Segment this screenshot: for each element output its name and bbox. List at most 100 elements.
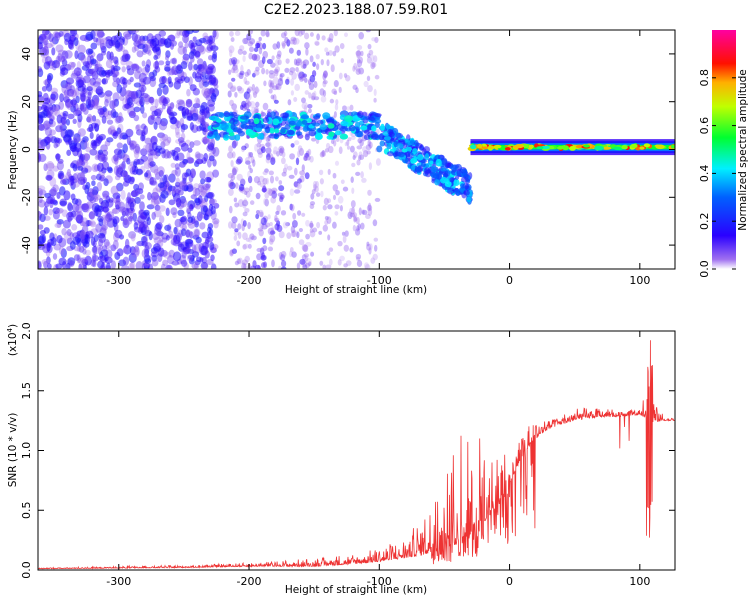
spectrogram-cell [232,166,239,173]
spectrogram-cell [223,134,230,139]
spectrogram-cell [123,170,128,178]
spectrogram-cell [157,132,165,139]
spectrogram-cell [323,70,328,79]
spectrogram-cell [314,185,319,193]
spectrogram-cell [322,112,331,119]
spectrogram-cell [246,93,252,101]
spectrogram-cell [195,97,201,108]
spectrogram-cell [66,88,75,97]
spectrogram-cell [129,261,136,269]
spectrogram-cell [122,247,128,254]
spectrogram-cell [291,219,298,228]
spectrogram-cell [163,251,172,259]
spectrogram-cell [302,244,309,253]
spectrogram-cell [237,199,244,208]
spectrogram-cell [137,215,146,224]
spectrogram-cell [139,194,145,200]
spectrogram-cell [310,251,315,257]
spectrogram-cell [122,256,130,266]
spectrogram-cell [136,50,144,58]
spectrogram-cell [57,173,63,180]
spectrogram-cell [232,62,238,69]
spectrogram-cell [133,114,140,122]
spectrogram-cell [192,183,200,191]
spectrogram-cell [200,186,207,196]
spectrogram-cell [171,57,178,65]
spectrogram-cell [273,146,279,154]
spectrogram-cell [255,213,260,220]
spectrogram-cell [107,110,113,116]
spectrogram-cell [209,197,215,206]
spectrogram-cell [159,215,165,224]
spectrogram-cell [132,212,137,222]
spectrogram-cell [146,204,155,210]
spectrogram-cell [96,31,106,38]
spectrogram-cell [140,148,148,157]
spectrogram-cell [594,145,605,151]
spectrogram-cell [63,190,71,201]
spectrogram-cell [208,79,216,86]
spectrogram-cell [184,42,189,49]
spectrogram-cell [194,97,200,104]
spectrogram-cell [248,38,256,45]
spectrogram-cell [60,55,66,63]
spectrogram-cell [93,196,99,203]
spectrogram-cell [220,123,229,131]
spectrogram-cell [113,98,120,107]
spectrogram-cell [338,72,343,80]
spectrogram-cell [359,56,363,64]
spectrogram-cell [150,96,155,106]
spectrogram-cell [69,162,76,169]
spectrogram-cell [321,150,325,157]
spectrogram-cell [205,184,211,194]
spectrogram-cell [48,103,53,111]
spectrogram-cell [207,222,214,230]
spectrogram-cell [204,250,210,259]
spectrogram-cell [97,152,106,162]
spectrogram-cell [38,94,44,103]
spectrogram-cell [121,160,126,171]
spectrogram-cell [245,160,251,165]
spectrogram-cell [181,172,188,182]
spectrogram-cell [613,146,622,151]
spectrogram-cell [655,144,665,150]
spectrogram-cell [210,263,217,269]
spectrogram-cell [249,100,256,109]
spectrogram-cell [300,30,306,36]
spectrogram-cell [73,210,82,221]
spectrogram-cell [78,262,86,269]
spectrogram-cell [247,236,253,243]
spectrogram-cell [143,159,152,170]
spectrogram-cell [130,233,136,242]
spectrogram-cell [252,72,256,78]
spectrogram-cell [255,66,260,72]
spectrogram-cell [350,200,356,208]
spectrogram-cell [71,203,80,213]
spectrogram-cell [132,95,139,105]
spectrogram-cell [361,177,367,183]
spectrogram-cell [97,107,105,115]
spectrogram-cell [260,217,267,226]
spectrogram-cell [72,236,81,246]
spectrogram-cell [99,42,106,51]
spectrogram-cell [395,132,403,139]
spectrogram-cell [292,37,297,46]
spectrogram-cell [105,213,113,222]
spectrogram-cell [301,119,308,125]
spectrogram-cell [153,243,161,252]
spectrogram-cell [316,33,320,41]
spectrogram-cell [157,182,165,189]
spectrogram-cell [301,244,308,252]
spectrogram-cell [449,177,455,183]
spectrogram-cell [362,209,368,216]
spectrogram-cell [81,225,89,234]
spectrogram-cell [230,37,235,43]
spectrogram-cell [131,140,138,148]
spectrogram-cell [302,264,308,269]
spectrogram-cell [194,229,200,238]
spectrogram-cell [379,140,386,147]
spectrogram-cell [172,211,177,219]
spectrogram-cell [60,67,69,76]
spectrogram-cell [158,205,166,212]
spectrogram-cell [40,140,46,150]
